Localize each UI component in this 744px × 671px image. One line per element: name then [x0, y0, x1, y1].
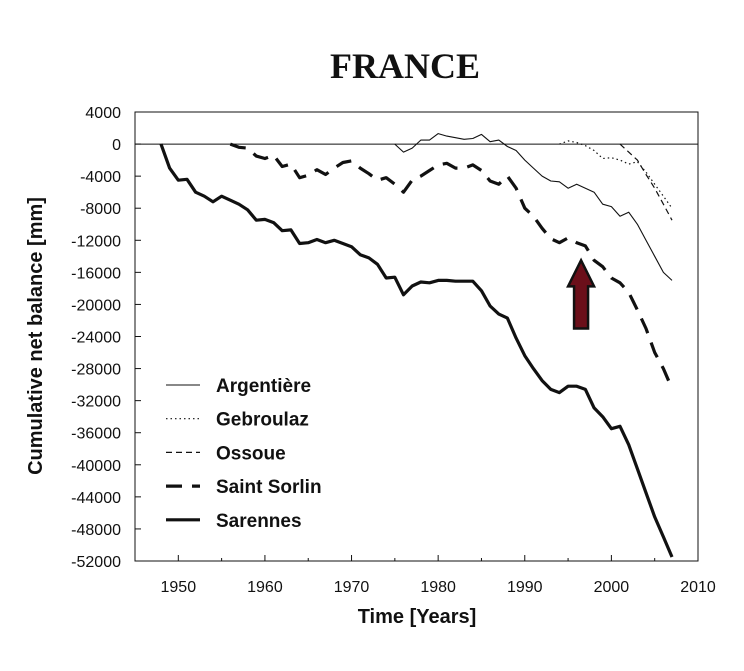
- legend-label: Saint Sorlin: [216, 477, 322, 498]
- y-tick-label: 4000: [85, 105, 121, 122]
- x-tick-label: 1990: [507, 579, 543, 596]
- x-tick-label: 1950: [161, 579, 197, 596]
- x-axis-label: Time [Years]: [358, 606, 477, 628]
- y-tick-label: -24000: [71, 330, 121, 347]
- chart-title: FRANCE: [330, 46, 480, 86]
- legend-label: Argentière: [216, 376, 311, 397]
- x-axis-ticks: 1950 1960 1970 1980 1990 2000 2010: [161, 555, 716, 596]
- legend-label: Gebroulaz: [216, 410, 309, 431]
- y-tick-label: -28000: [71, 362, 121, 379]
- series-line-saint-sorlin: [229, 142, 674, 390]
- series-line-sarennes: [159, 143, 674, 558]
- y-tick-label: -44000: [71, 490, 121, 507]
- series-layer: [159, 133, 674, 558]
- series-line-ossoue: [619, 143, 673, 221]
- series-line-argenti-re: [394, 133, 673, 281]
- y-axis-label: Cumulative net balance [mm]: [25, 197, 47, 475]
- y-tick-label: -36000: [71, 426, 121, 443]
- y-tick-label: -8000: [80, 201, 121, 218]
- series-line-gebroulaz: [559, 140, 673, 209]
- x-tick-label: 1980: [420, 579, 456, 596]
- x-tick-label: 1960: [247, 579, 283, 596]
- legend: Argentière Gebroulaz Ossoue Saint Sorlin Sar…: [166, 376, 322, 532]
- y-tick-label: -40000: [71, 458, 121, 475]
- y-tick-label: -12000: [71, 233, 121, 250]
- y-tick-label: -48000: [71, 522, 121, 539]
- x-tick-label: 1970: [334, 579, 370, 596]
- y-tick-label: -52000: [71, 554, 121, 571]
- x-tick-label: 2000: [594, 579, 630, 596]
- legend-label: Ossoue: [216, 443, 286, 464]
- y-tick-label: -20000: [71, 297, 121, 314]
- y-tick-label: -32000: [71, 394, 121, 411]
- y-tick-label: 0: [112, 137, 121, 154]
- y-axis-ticks: 4000 0 -4000 -8000 -12000 -16000 -20000 -24000 -…: [71, 105, 141, 571]
- arrow-layer: [566, 257, 597, 330]
- x-tick-label: 2010: [680, 579, 716, 596]
- legend-label: Sarennes: [216, 511, 302, 532]
- y-tick-label: -4000: [80, 169, 121, 186]
- highlight-arrow: [566, 257, 597, 330]
- y-tick-label: -16000: [71, 265, 121, 282]
